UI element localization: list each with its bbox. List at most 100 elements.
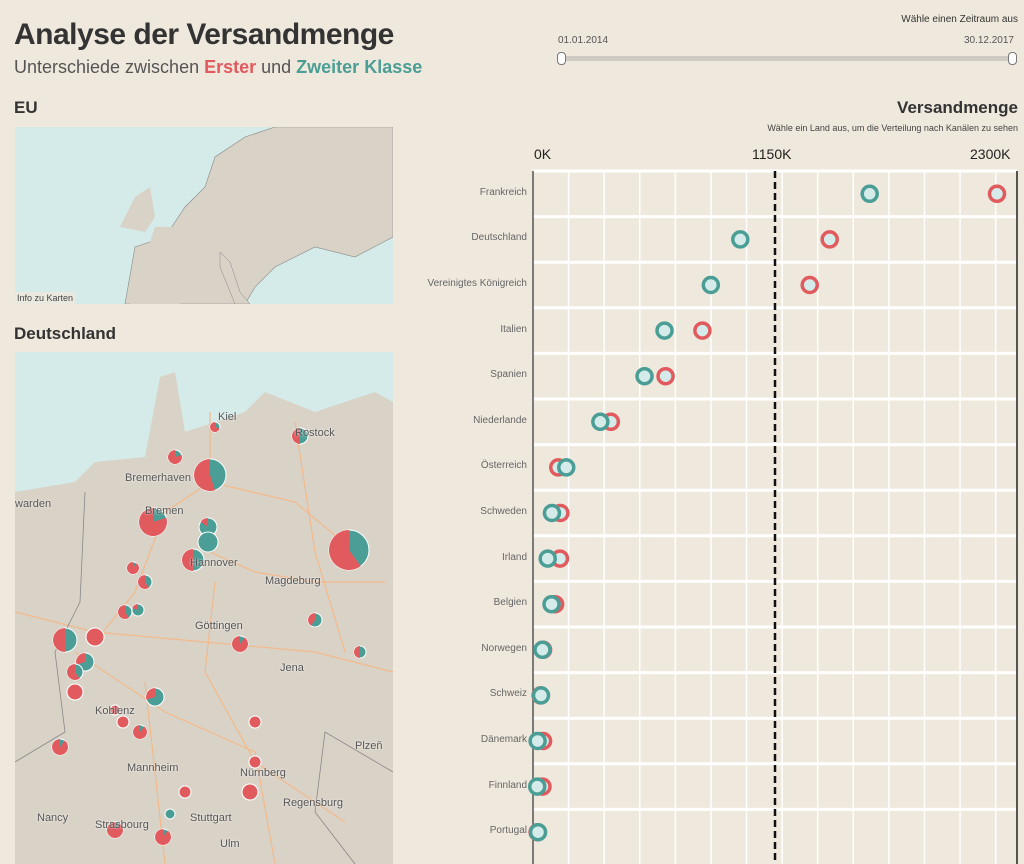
date-range-slider[interactable] [562, 56, 1014, 61]
row-label-5[interactable]: Niederlande [473, 414, 527, 426]
row-label-6[interactable]: Österreich [480, 460, 527, 472]
x-tick-label: 0K [534, 146, 552, 162]
dot-second-class[interactable] [556, 458, 576, 477]
chart-title: Versandmenge [897, 98, 1018, 117]
map-city-label: Nancy [37, 812, 69, 824]
map-city-label: Bremen [145, 505, 184, 517]
date-range-label: Wähle einen Zeitraum aus [901, 14, 1018, 25]
city-pie-marker[interactable] [307, 612, 323, 628]
map-city-label: Plzeň [355, 740, 383, 752]
row-label-11[interactable]: Schweiz [489, 688, 527, 700]
city-pie-marker[interactable] [126, 561, 140, 575]
dot-first-class[interactable] [987, 184, 1007, 204]
city-pie-marker[interactable] [198, 517, 218, 537]
eu-map[interactable]: Info zu Karten [15, 127, 393, 304]
city-pie-marker[interactable] [145, 687, 165, 707]
map-city-label: Jena [280, 662, 304, 674]
row-label-3[interactable]: Italien [500, 323, 527, 335]
x-tick-label: 2300K [970, 146, 1011, 162]
city-pie-marker[interactable] [52, 627, 78, 653]
city-pie-marker[interactable] [164, 808, 176, 820]
map-city-label: Magdeburg [265, 575, 321, 587]
city-pie-marker[interactable] [178, 785, 192, 799]
city-pie-marker[interactable] [197, 531, 219, 553]
slider-end-handle[interactable] [1008, 52, 1017, 65]
dot-second-class[interactable] [538, 549, 557, 568]
row-label-8[interactable]: Irland [501, 551, 527, 563]
city-pie-marker[interactable] [353, 645, 367, 659]
dot-second-class[interactable] [528, 731, 547, 751]
row-label-13[interactable]: Finnland [488, 779, 527, 791]
dot-second-class[interactable] [531, 686, 551, 705]
city-pie-marker[interactable] [131, 603, 145, 617]
dot-second-class[interactable] [542, 594, 561, 614]
city-pie-marker[interactable] [241, 783, 259, 801]
page-title: Analyse der Versandmenge [14, 18, 394, 51]
city-pie-marker[interactable] [106, 821, 124, 839]
row-label-1[interactable]: Deutschland [471, 232, 527, 244]
dot-first-class[interactable] [656, 366, 675, 386]
city-pie-marker[interactable] [132, 724, 148, 740]
city-pie-marker[interactable] [138, 507, 168, 537]
subtitle-text: Unterschiede zwischen [14, 57, 205, 77]
second-class-label: Zweiter Klasse [296, 57, 423, 77]
row-label-0[interactable]: Frankreich [479, 186, 527, 198]
row-label-12[interactable]: Dänemark [480, 734, 527, 745]
city-pie-marker[interactable] [117, 604, 133, 620]
germany-map[interactable]: Kiel Rostock Bremerhaven warden Bremen Hannov… [15, 352, 393, 864]
row-label-14[interactable]: Portugal [489, 825, 527, 837]
city-pie-marker[interactable] [109, 704, 121, 716]
row-label-2[interactable]: Vereinigtes Königreich [427, 278, 527, 289]
city-pie-marker[interactable] [137, 574, 153, 590]
city-pie-marker[interactable] [248, 715, 262, 729]
dot-second-class[interactable] [701, 275, 721, 295]
map-city-label: Rostock [295, 427, 335, 439]
dot-second-class[interactable] [533, 640, 552, 660]
dot-second-class[interactable] [860, 184, 879, 204]
row-label-9[interactable]: Belgien [493, 597, 527, 609]
city-pie-marker[interactable] [51, 738, 69, 756]
dot-first-class[interactable] [693, 321, 712, 340]
city-pie-marker[interactable] [66, 663, 84, 681]
city-pie-marker[interactable] [167, 449, 183, 465]
dot-second-class[interactable] [542, 503, 562, 523]
map-city-label: Göttingen [195, 620, 243, 632]
dot-second-class[interactable] [635, 366, 654, 386]
dot-first-class[interactable] [800, 275, 819, 295]
date-start: 01.01.2014 [558, 35, 609, 46]
slider-start-handle[interactable] [557, 52, 566, 65]
dot-second-class[interactable] [527, 777, 547, 796]
city-pie-marker[interactable] [248, 755, 262, 769]
city-pie-marker[interactable] [154, 828, 172, 846]
dot-second-class[interactable] [731, 230, 750, 249]
city-pie-marker[interactable] [209, 421, 221, 433]
map-city-label: Hannover [190, 557, 238, 569]
row-label-7[interactable]: Schweden [480, 506, 527, 517]
city-pie-marker[interactable] [231, 635, 249, 653]
city-pie-marker[interactable] [66, 683, 84, 701]
city-pie-marker[interactable] [291, 427, 309, 445]
dot-second-class[interactable] [655, 321, 674, 340]
city-pie-marker[interactable] [328, 529, 370, 571]
city-pie-marker[interactable] [181, 548, 205, 572]
map-city-label: Stuttgart [190, 812, 232, 824]
map-city-label: Ulm [220, 838, 240, 850]
city-pie-marker[interactable] [193, 458, 227, 492]
city-pie-marker[interactable] [116, 715, 130, 729]
dot-first-class[interactable] [820, 230, 839, 249]
x-tick-label: 1150K [752, 146, 792, 162]
map-city-label: Kiel [218, 411, 237, 423]
map-city-label: Bremerhaven [125, 472, 192, 484]
map-city-label: Nürnberg [240, 767, 286, 779]
date-end: 30.12.2017 [963, 35, 1014, 46]
row-label-4[interactable]: Spanien [490, 369, 527, 381]
dot-second-class[interactable] [528, 822, 548, 842]
eu-map-canvas [120, 127, 393, 304]
map-info-link[interactable]: Info zu Karten [15, 292, 76, 304]
first-class-label: Erster [204, 57, 257, 77]
row-label-10[interactable]: Norwegen [481, 642, 527, 654]
map-city-label: Mannheim [127, 762, 179, 774]
dot-second-class[interactable] [591, 412, 610, 432]
city-pie-marker[interactable] [85, 627, 105, 647]
